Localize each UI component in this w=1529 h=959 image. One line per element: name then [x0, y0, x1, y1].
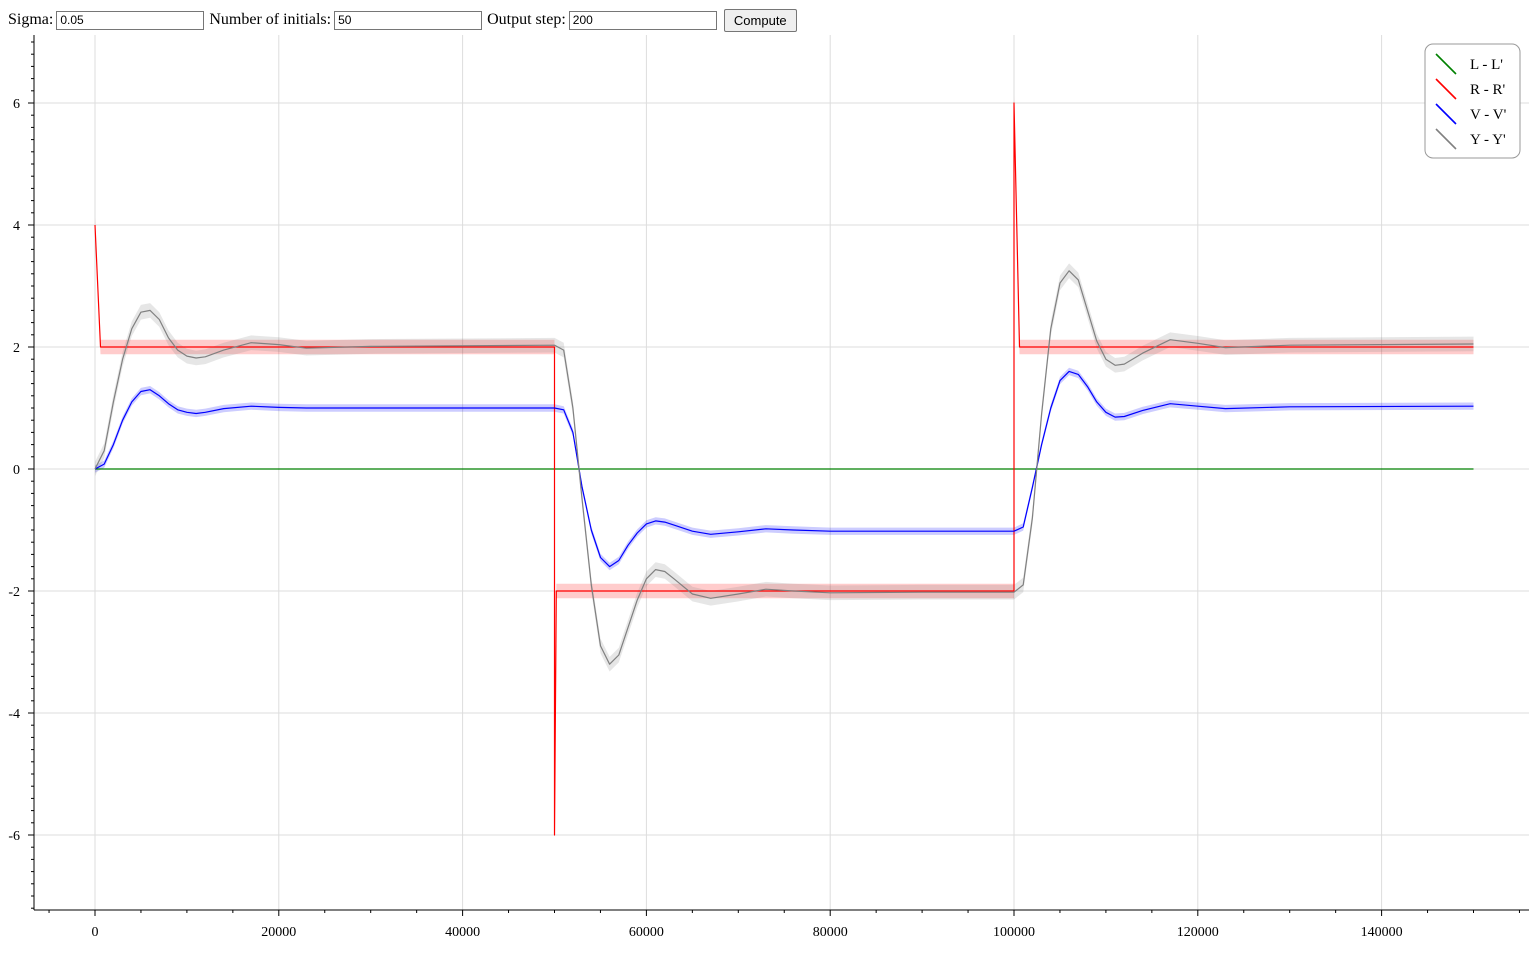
x-tick-label: 100000 — [993, 925, 1035, 940]
legend-swatch — [1435, 53, 1457, 75]
output-step-label: Output step: — [487, 11, 566, 28]
series-line — [94, 102, 1474, 836]
legend-swatch — [1435, 128, 1457, 150]
grid — [34, 35, 1529, 910]
y-tick-label: 2 — [13, 341, 20, 356]
legend-swatch — [1435, 103, 1457, 125]
output-step-input[interactable] — [568, 10, 717, 30]
y-tick-label: 0 — [13, 463, 20, 478]
y-tick-label: -6 — [8, 829, 20, 844]
legend-swatch — [1435, 78, 1457, 100]
axes: 0 20000 40000 60000 80000 100000 120000 140000 -… — [8, 35, 1529, 940]
legend-box — [1424, 43, 1521, 159]
legend-label: Y - Y' — [1470, 132, 1506, 148]
series-band — [95, 263, 1474, 672]
x-tick-label: 140000 — [1361, 925, 1403, 940]
x-tick-label: 60000 — [629, 925, 664, 940]
y-tick-label: -4 — [8, 707, 20, 722]
sigma-input[interactable] — [56, 10, 205, 30]
legend-label: R - R' — [1470, 82, 1506, 98]
y-tick-label: -2 — [8, 585, 20, 600]
sigma-label: Sigma: — [8, 11, 54, 28]
legend-label: L - L' — [1470, 57, 1503, 73]
x-tick-label: 120000 — [1177, 925, 1219, 940]
y-tick-label: 4 — [13, 219, 20, 234]
confidence-bands — [95, 95, 1474, 843]
number-of-initials-input[interactable] — [334, 10, 483, 30]
controls-bar: Sigma: Number of initials: Output step: … — [8, 8, 797, 32]
series-lines — [94, 102, 1474, 836]
compute-button[interactable]: Compute — [723, 8, 797, 32]
legend: L - L' R - R' V - V' Y - Y' — [1424, 43, 1521, 159]
series-line — [94, 270, 1474, 665]
x-tick-label: 0 — [92, 925, 99, 940]
x-tick-label: 40000 — [445, 925, 480, 940]
x-tick-label: 80000 — [813, 925, 848, 940]
legend-label: V - V' — [1470, 107, 1507, 123]
x-tick-label: 20000 — [261, 925, 296, 940]
y-tick-label: 6 — [13, 97, 20, 112]
series-line — [94, 370, 1474, 568]
initials-label: Number of initials: — [209, 11, 332, 28]
series-band — [95, 367, 1474, 571]
